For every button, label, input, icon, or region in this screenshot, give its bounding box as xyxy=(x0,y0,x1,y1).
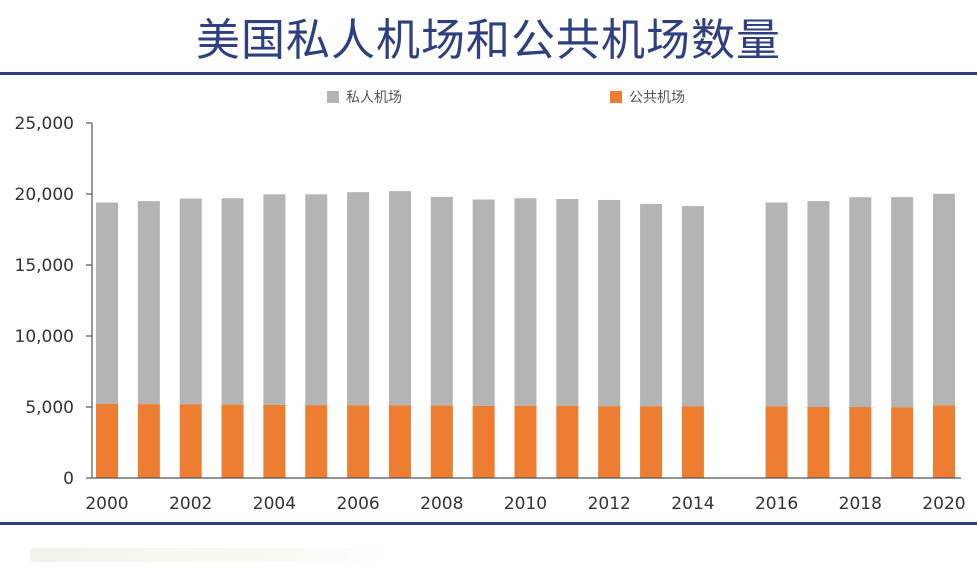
bar-public-2001 xyxy=(137,404,160,478)
legend-swatch xyxy=(327,91,339,103)
x-tick-label: 2008 xyxy=(420,494,463,514)
x-tick-label: 2004 xyxy=(253,494,296,514)
bar-private-2000 xyxy=(96,202,118,404)
bar-private-2012 xyxy=(598,199,621,407)
bar-public-2016 xyxy=(765,406,788,478)
bar-public-2004 xyxy=(263,404,286,478)
bar-public-2010 xyxy=(514,405,537,478)
bar-public-2006 xyxy=(347,405,370,478)
bar-private-2006 xyxy=(347,192,370,406)
bar-private-2009 xyxy=(472,199,495,406)
stacked-bar-chart: 私人机场 公共机场 05,00010,00015,00020,00025,000 … xyxy=(15,90,966,514)
bar-private-2002 xyxy=(179,198,202,405)
bar-public-2011 xyxy=(556,406,579,478)
legend-swatch xyxy=(610,91,622,103)
blurred-footer-text xyxy=(30,548,390,562)
x-tick-label: 2006 xyxy=(336,494,379,514)
y-tick-label: 15,000 xyxy=(15,256,74,276)
bar-public-2003 xyxy=(221,404,244,478)
x-tick-label: 2014 xyxy=(671,494,714,514)
bar-private-2005 xyxy=(305,194,328,406)
x-axis: 2000 2002 2004 2006 2008 2010 2012 2014 2016 2018… xyxy=(85,477,966,514)
y-axis: 0 5,000 10,000 15,000 20,000 25,000 xyxy=(15,114,93,489)
bar-private-2007 xyxy=(388,191,411,406)
x-tick-label: 2002 xyxy=(169,494,212,514)
bar-private-2013 xyxy=(640,203,663,407)
y-tick-label: 0 xyxy=(63,469,74,489)
y-tick-label: 5,000 xyxy=(25,398,74,418)
bar-private-2010 xyxy=(514,198,537,406)
bar-private-2008 xyxy=(430,196,453,406)
x-tick-label: 2010 xyxy=(504,494,547,514)
bottom-divider xyxy=(0,522,977,525)
bar-public-2009 xyxy=(472,405,495,478)
bar-public-2014 xyxy=(681,406,704,478)
bar-public-2000 xyxy=(96,403,118,478)
bar-public-2002 xyxy=(179,404,202,478)
bar-public-2007 xyxy=(388,405,411,478)
bar-public-2005 xyxy=(305,405,328,478)
chart-title: 美国私人机场和公共机场数量 xyxy=(196,15,781,66)
bar-private-2017 xyxy=(807,201,830,407)
bar-private-2020 xyxy=(933,193,955,406)
bar-public-2008 xyxy=(430,405,453,478)
bar-private-2011 xyxy=(556,198,579,407)
x-tick-label: 2000 xyxy=(85,494,128,514)
title-divider xyxy=(0,72,977,75)
bar-public-2018 xyxy=(849,407,872,478)
bar-private-2019 xyxy=(891,197,914,408)
y-tick-label: 25,000 xyxy=(15,114,74,134)
legend: 私人机场 公共机场 xyxy=(327,90,685,106)
legend-label: 私人机场 xyxy=(346,90,402,106)
x-tick-label: 2016 xyxy=(755,494,798,514)
bar-public-2020 xyxy=(933,405,955,478)
x-tick-label: 2020 xyxy=(922,494,965,514)
bar-private-2016 xyxy=(765,202,788,407)
bar-public-2013 xyxy=(640,406,663,478)
bar-private-2001 xyxy=(137,201,160,405)
bar-private-2003 xyxy=(221,198,244,405)
bars xyxy=(96,191,955,478)
legend-label: 公共机场 xyxy=(629,90,685,106)
bar-private-2018 xyxy=(849,197,872,407)
x-tick-label: 2012 xyxy=(588,494,631,514)
bar-public-2012 xyxy=(598,406,621,478)
bar-private-2014 xyxy=(681,206,704,407)
bar-public-2017 xyxy=(807,407,830,478)
bar-private-2004 xyxy=(263,194,286,405)
bar-public-2019 xyxy=(891,407,914,478)
x-tick-label: 2018 xyxy=(839,494,882,514)
y-tick-label: 20,000 xyxy=(15,185,74,205)
y-tick-label: 10,000 xyxy=(15,327,74,347)
